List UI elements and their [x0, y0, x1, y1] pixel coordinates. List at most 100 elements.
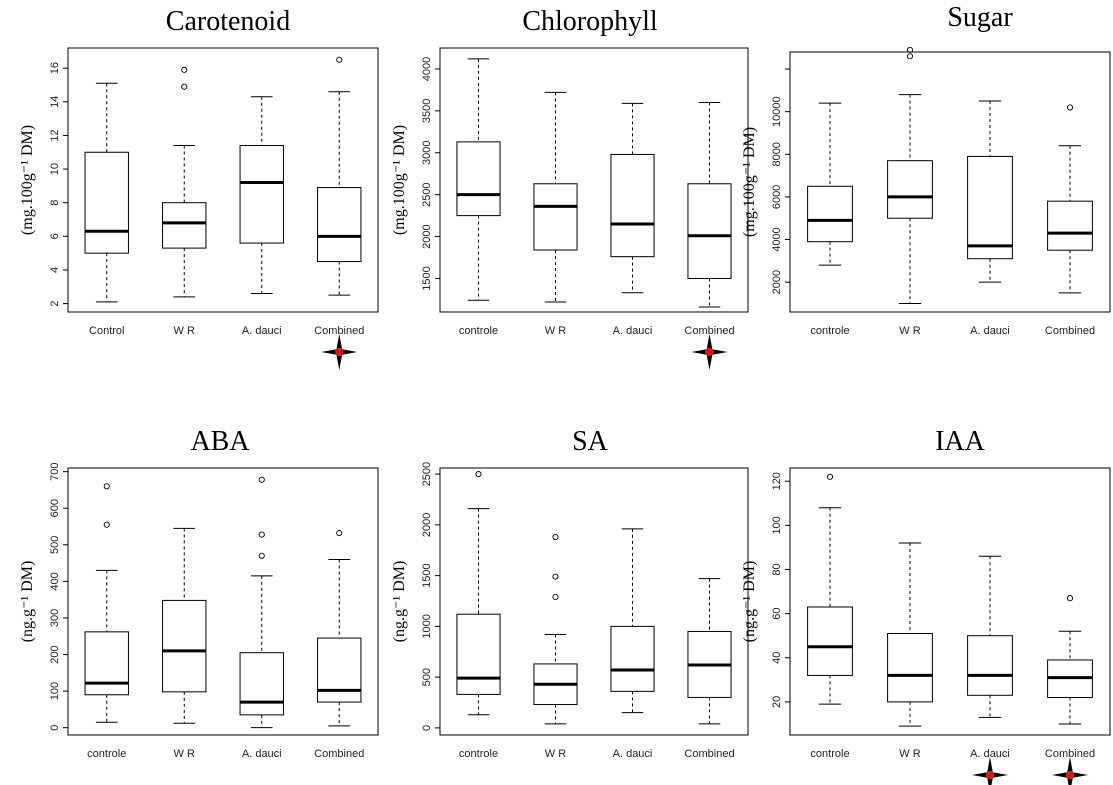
box-chlorophyll-3: [687, 101, 732, 308]
y-tick-label: 12: [49, 129, 61, 141]
chart-title-carotenoid: Carotenoid: [166, 6, 290, 37]
x-category-label: W R: [899, 748, 920, 760]
box-sa-0: [456, 471, 501, 716]
plot-frame: [439, 467, 749, 736]
iqr-box: [967, 155, 1013, 260]
y-tick-label: 8000: [771, 142, 783, 166]
y-tick-label: 10000: [771, 96, 783, 127]
outlier-point: [258, 531, 265, 538]
y-tick-label: 0: [421, 725, 433, 731]
box-aba-2: [239, 476, 284, 729]
y-tick-label: 80: [771, 563, 783, 575]
y-tick-label: 2000: [421, 513, 433, 537]
x-category-label: A. dauci: [242, 325, 282, 337]
x-category-label: A. dauci: [613, 325, 653, 337]
box-aba-0: [84, 483, 129, 723]
iqr-box: [807, 606, 853, 676]
box-sa-2: [610, 528, 655, 714]
y-tick-label: 100: [771, 516, 783, 534]
iqr-box: [317, 187, 362, 263]
box-sa-3: [687, 578, 732, 725]
y-tick-label: 2500: [421, 462, 433, 486]
iqr-box: [887, 632, 933, 703]
y-tick-label: 600: [49, 499, 61, 517]
box-carotenoid-0: [84, 82, 129, 303]
x-category-label: A. dauci: [242, 748, 282, 760]
box-sugar-0: [807, 102, 853, 266]
panel-chlorophyll: Chlorophyll 1500 2000 2500 3000 3500 4000 (mg.1…: [391, 6, 749, 370]
plot-frame: [789, 467, 1111, 736]
y-tick-label: 500: [49, 536, 61, 554]
box-iaa-1: [887, 542, 933, 727]
y-tick-label: 40: [771, 652, 783, 664]
significance-star-center-iaa-0: [985, 770, 995, 780]
y-tick-label: 4000: [421, 57, 433, 81]
outlier-point: [258, 476, 265, 483]
y-tick-label: 8: [49, 200, 61, 206]
outlier-point: [336, 530, 343, 537]
outlier-point: [103, 521, 110, 528]
x-category-label: W R: [899, 325, 920, 337]
x-category-label: W R: [174, 748, 195, 760]
y-tick-label: 700: [49, 462, 61, 480]
outlier-point: [552, 533, 559, 541]
iqr-box: [162, 202, 207, 249]
box-sugar-1: [887, 46, 933, 304]
chart-title-chlorophyll: Chlorophyll: [522, 6, 658, 37]
panel-iaa: IAA 20 40 60 80 100 120 (ng.g⁻¹ DM) controle W R A…: [741, 426, 1111, 785]
outlier-point: [552, 573, 559, 580]
y-tick-label: 0: [49, 725, 61, 731]
outlier-point: [258, 552, 265, 559]
y-tick-label: 300: [49, 609, 61, 627]
box-chlorophyll-0: [456, 58, 501, 301]
box-iaa-2: [967, 555, 1013, 718]
x-category-label: Combined: [314, 325, 364, 337]
plot-frame: [67, 47, 379, 313]
outlier-point: [826, 473, 834, 480]
iqr-box: [610, 153, 655, 258]
chart-title-sa: SA: [572, 426, 609, 457]
significance-star-center-iaa-1: [1065, 770, 1075, 780]
box-iaa-3: [1047, 595, 1093, 725]
panel-sa: SA 0 500 1000 1500 2000 2500 (ng.g⁻¹ DM) control…: [391, 426, 749, 760]
box-sugar-2: [967, 100, 1013, 283]
y-tick-label: 6000: [771, 185, 783, 209]
x-category-label: controle: [459, 748, 498, 760]
significance-star-center-carotenoid-0: [335, 347, 344, 357]
box-sugar-3: [1047, 104, 1093, 294]
y-tick-label: 60: [771, 608, 783, 620]
y-tick-label: 100: [49, 682, 61, 700]
plot-frame: [67, 467, 379, 736]
x-category-label: Combined: [684, 748, 734, 760]
x-category-label: controle: [810, 325, 849, 337]
iqr-box: [456, 613, 501, 695]
y-tick-label: 14: [49, 96, 61, 108]
outlier-point: [906, 53, 914, 60]
y-axis-label: (ng.g⁻¹ DM): [19, 561, 36, 643]
y-tick-label: 2500: [421, 182, 433, 206]
x-category-label: A. dauci: [613, 748, 653, 760]
y-tick-label: 200: [49, 645, 61, 663]
y-tick-label: 10: [49, 163, 61, 175]
iqr-box: [610, 625, 655, 692]
chart-title-aba: ABA: [190, 426, 250, 457]
iqr-box: [807, 185, 853, 243]
outlier-point: [181, 66, 188, 73]
iqr-box: [887, 160, 933, 219]
plot-frame: [439, 47, 749, 313]
y-tick-label: 4000: [771, 227, 783, 251]
iqr-box: [1047, 200, 1093, 251]
x-category-label: W R: [545, 748, 566, 760]
iqr-box: [84, 151, 129, 254]
box-carotenoid-3: [317, 56, 362, 296]
box-iaa-0: [807, 473, 853, 705]
y-tick-label: 3500: [421, 99, 433, 123]
iqr-box: [239, 145, 284, 244]
y-tick-label: 2000: [771, 270, 783, 294]
x-category-label: Combined: [684, 325, 734, 337]
iqr-box: [162, 599, 207, 693]
iqr-box: [239, 652, 284, 716]
x-category-label: A. dauci: [970, 325, 1010, 337]
y-tick-label: 16: [49, 62, 61, 74]
